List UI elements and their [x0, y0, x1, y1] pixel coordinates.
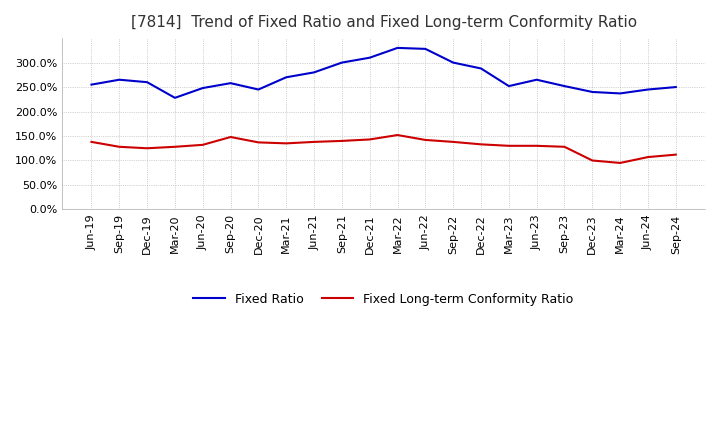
- Fixed Ratio: [171, 95, 179, 100]
- Fixed Ratio: [226, 81, 235, 86]
- Fixed Long-term Conformity Ratio: [477, 142, 485, 147]
- Fixed Long-term Conformity Ratio: [143, 146, 151, 151]
- Fixed Long-term Conformity Ratio: [115, 144, 124, 150]
- Fixed Long-term Conformity Ratio: [199, 142, 207, 147]
- Legend: Fixed Ratio, Fixed Long-term Conformity Ratio: Fixed Ratio, Fixed Long-term Conformity …: [189, 288, 579, 311]
- Line: Fixed Ratio: Fixed Ratio: [91, 48, 676, 98]
- Fixed Ratio: [282, 75, 291, 80]
- Fixed Ratio: [199, 85, 207, 91]
- Fixed Ratio: [477, 66, 485, 71]
- Fixed Long-term Conformity Ratio: [226, 134, 235, 139]
- Fixed Ratio: [560, 84, 569, 89]
- Fixed Long-term Conformity Ratio: [449, 139, 457, 144]
- Fixed Long-term Conformity Ratio: [171, 144, 179, 150]
- Fixed Ratio: [143, 80, 151, 85]
- Fixed Long-term Conformity Ratio: [672, 152, 680, 157]
- Fixed Long-term Conformity Ratio: [505, 143, 513, 148]
- Fixed Long-term Conformity Ratio: [616, 160, 624, 165]
- Fixed Ratio: [338, 60, 346, 65]
- Fixed Long-term Conformity Ratio: [254, 140, 263, 145]
- Fixed Long-term Conformity Ratio: [365, 137, 374, 142]
- Fixed Long-term Conformity Ratio: [282, 141, 291, 146]
- Fixed Ratio: [421, 46, 430, 51]
- Fixed Long-term Conformity Ratio: [310, 139, 318, 144]
- Fixed Ratio: [505, 84, 513, 89]
- Fixed Ratio: [616, 91, 624, 96]
- Fixed Long-term Conformity Ratio: [338, 138, 346, 143]
- Fixed Long-term Conformity Ratio: [560, 144, 569, 150]
- Fixed Ratio: [254, 87, 263, 92]
- Fixed Ratio: [672, 84, 680, 90]
- Fixed Long-term Conformity Ratio: [644, 154, 652, 160]
- Fixed Ratio: [365, 55, 374, 60]
- Fixed Ratio: [115, 77, 124, 82]
- Fixed Ratio: [310, 70, 318, 75]
- Fixed Long-term Conformity Ratio: [421, 137, 430, 143]
- Fixed Long-term Conformity Ratio: [532, 143, 541, 148]
- Fixed Long-term Conformity Ratio: [393, 132, 402, 138]
- Fixed Long-term Conformity Ratio: [588, 158, 597, 163]
- Fixed Long-term Conformity Ratio: [87, 139, 96, 144]
- Line: Fixed Long-term Conformity Ratio: Fixed Long-term Conformity Ratio: [91, 135, 676, 163]
- Fixed Ratio: [449, 60, 457, 65]
- Fixed Ratio: [532, 77, 541, 82]
- Fixed Ratio: [87, 82, 96, 87]
- Fixed Ratio: [588, 89, 597, 95]
- Title: [7814]  Trend of Fixed Ratio and Fixed Long-term Conformity Ratio: [7814] Trend of Fixed Ratio and Fixed Lo…: [130, 15, 636, 30]
- Fixed Ratio: [393, 45, 402, 51]
- Fixed Ratio: [644, 87, 652, 92]
